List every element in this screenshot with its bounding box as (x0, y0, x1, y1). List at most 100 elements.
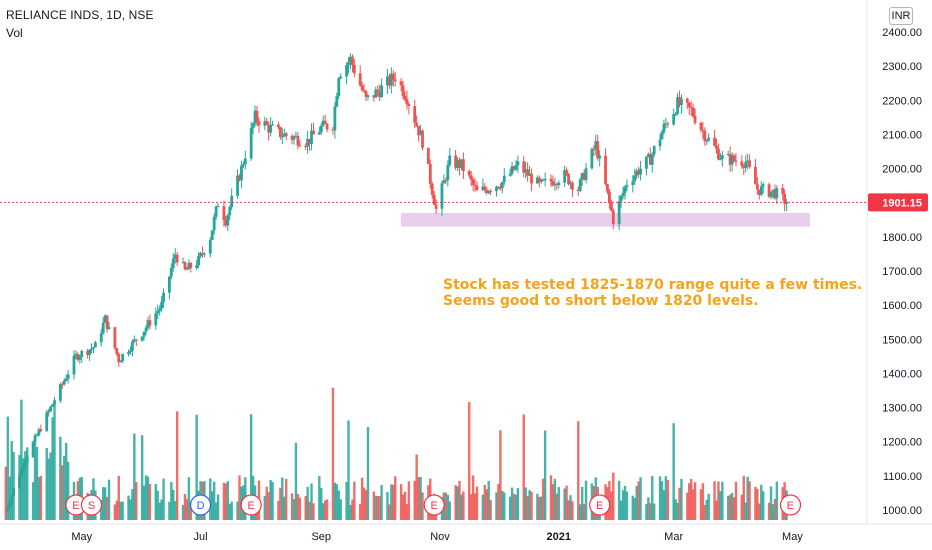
volume-bar (10, 441, 13, 520)
candle-body (39, 429, 43, 431)
volume-bar (115, 500, 119, 520)
volume-bar (226, 481, 229, 520)
volume-bar (148, 483, 152, 520)
candle-body (310, 130, 313, 144)
candle-body (481, 186, 485, 191)
candle-body (372, 95, 376, 98)
volume-bar (249, 414, 253, 520)
volume-bar (105, 496, 109, 520)
time-tick-label: Mar (664, 531, 683, 543)
volume-bar (308, 501, 311, 520)
currency-badge[interactable]: INR (889, 7, 913, 25)
candle-body (440, 183, 444, 209)
candle-body (415, 122, 419, 127)
candle-body (728, 154, 732, 165)
volume-bar (740, 494, 744, 520)
event-marker[interactable]: E (240, 494, 262, 516)
candle-body (467, 171, 471, 176)
candle-body (35, 434, 39, 436)
candle-body (212, 216, 216, 231)
event-marker[interactable]: E (589, 494, 611, 516)
candle-body (187, 262, 191, 270)
volume-bar (516, 487, 520, 520)
volume-bar (362, 487, 366, 520)
volume-bar (526, 495, 529, 520)
candle-body (99, 333, 103, 343)
candle-body (557, 182, 561, 185)
volume-bar (742, 475, 745, 520)
candle-body (674, 113, 678, 115)
volume-bar (473, 493, 477, 520)
volume-bar (760, 484, 763, 520)
candle-body (485, 189, 489, 194)
volume-bar (269, 480, 272, 520)
candle-body (389, 73, 393, 86)
volume-bar (290, 493, 294, 520)
candle-body (171, 258, 175, 268)
volume-bar (662, 490, 666, 520)
candle-body (771, 189, 775, 192)
event-marker[interactable]: E (423, 494, 445, 516)
candle-body (393, 79, 397, 82)
volume-bar (497, 483, 500, 520)
event-marker[interactable]: D (189, 494, 212, 516)
candle-body (132, 339, 136, 342)
volume-bar (24, 451, 27, 520)
volume-bar (758, 503, 761, 520)
candle-body (754, 166, 757, 185)
candle-body (222, 206, 226, 221)
candle-body (701, 129, 705, 131)
volume-bar (775, 481, 779, 520)
candle-body (621, 192, 625, 196)
candle-body (306, 138, 310, 147)
symbol-title[interactable]: RELIANCE INDS, 1D, NSE (6, 8, 154, 22)
volume-bar (717, 481, 720, 520)
candle-body (522, 161, 526, 173)
candle-body (703, 130, 707, 142)
candle-body (633, 175, 637, 182)
volume-bar (510, 487, 514, 520)
candle-body (269, 125, 273, 133)
volume-bar (360, 477, 364, 520)
candle-body (113, 327, 117, 349)
candle-body (567, 173, 570, 185)
candle-body (386, 76, 389, 86)
volume-bar (175, 411, 179, 520)
candle-body (251, 123, 255, 128)
candle-body (362, 90, 366, 92)
candle-body (335, 96, 339, 107)
candle-body (539, 179, 543, 182)
volume-bar (621, 490, 625, 520)
candle-body (773, 189, 777, 199)
volume-bar (415, 454, 418, 520)
event-marker[interactable]: E (779, 494, 802, 516)
volume-bar (514, 494, 518, 520)
candle-body (785, 202, 788, 204)
candle-body (37, 429, 41, 435)
candle-body (426, 147, 430, 165)
volume-bar (468, 402, 471, 520)
candle-body (18, 476, 21, 489)
event-marker[interactable]: S (80, 494, 103, 516)
volume-bar (388, 504, 391, 520)
candle-body (399, 81, 403, 86)
candle-body (432, 194, 436, 205)
volume-bar (66, 461, 70, 520)
candle-body (475, 185, 479, 191)
candle-body (448, 155, 452, 166)
candle-body (185, 269, 189, 271)
volume-bar (211, 491, 214, 520)
candle-body (374, 89, 378, 98)
candle-body (514, 165, 518, 170)
volume-indicator-label[interactable]: Vol (6, 26, 23, 40)
volume-bar (392, 484, 395, 520)
price-tick-label: 1200.00 (882, 437, 922, 449)
volume-bar (214, 502, 218, 520)
candle-body (530, 173, 533, 184)
volume-bar (162, 478, 165, 520)
candle-body (685, 98, 689, 103)
candle-body (8, 502, 12, 507)
candle-body (707, 137, 711, 141)
